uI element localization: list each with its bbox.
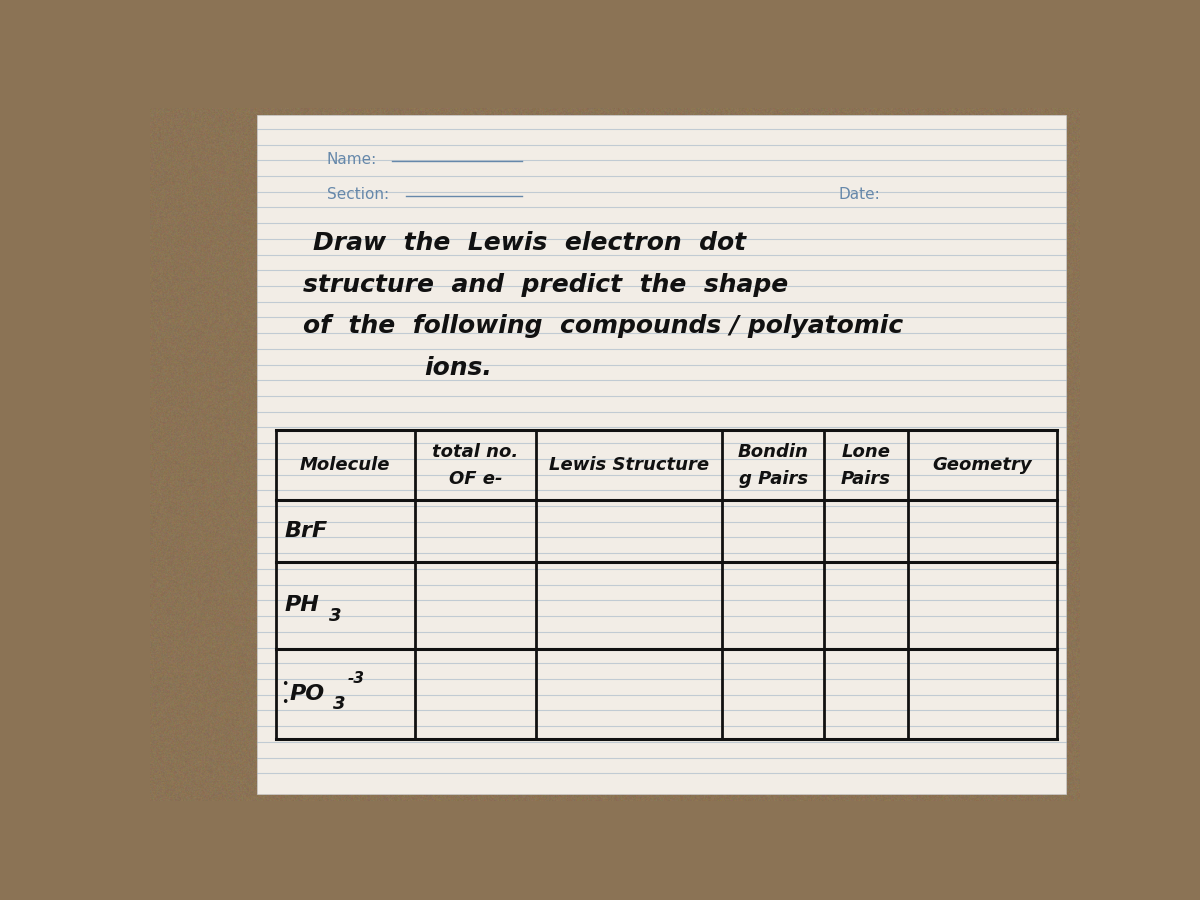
Text: OF e-: OF e- xyxy=(449,470,503,488)
Text: Geometry: Geometry xyxy=(932,456,1032,474)
Text: Bondin: Bondin xyxy=(738,444,809,462)
Text: Section:: Section: xyxy=(326,187,389,202)
Text: PO: PO xyxy=(289,684,325,704)
Text: •: • xyxy=(281,678,288,691)
Text: Molecule: Molecule xyxy=(300,456,390,474)
Text: structure  and  predict  the  shape: structure and predict the shape xyxy=(304,273,788,297)
Text: ions.: ions. xyxy=(425,356,492,380)
Text: Name:: Name: xyxy=(326,152,377,167)
Text: PH: PH xyxy=(284,595,319,616)
FancyBboxPatch shape xyxy=(257,115,1066,794)
Text: 3: 3 xyxy=(334,695,346,713)
Text: total no.: total no. xyxy=(432,444,518,462)
Text: Lewis Structure: Lewis Structure xyxy=(548,456,709,474)
Text: Pairs: Pairs xyxy=(841,470,892,488)
Text: Lone: Lone xyxy=(841,444,890,462)
Text: -3: -3 xyxy=(348,670,365,686)
Text: Draw  the  Lewis  electron  dot: Draw the Lewis electron dot xyxy=(313,231,746,255)
Text: •: • xyxy=(281,696,288,709)
Text: Date:: Date: xyxy=(839,187,880,202)
Text: g Pairs: g Pairs xyxy=(738,470,808,488)
Text: 3: 3 xyxy=(330,607,342,625)
Text: of  the  following  compounds / polyatomic: of the following compounds / polyatomic xyxy=(304,314,904,338)
Text: BrF: BrF xyxy=(284,521,328,541)
